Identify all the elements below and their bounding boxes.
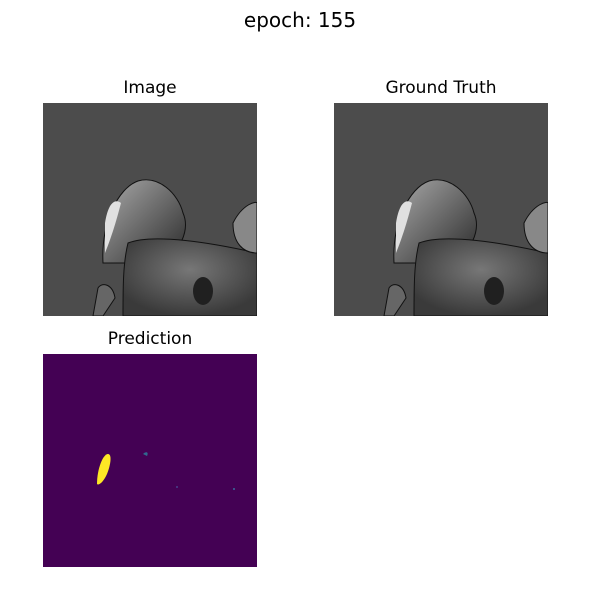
ground-truth-image bbox=[334, 103, 548, 316]
image-panel bbox=[43, 103, 257, 316]
ground-truth-panel-title: Ground Truth bbox=[385, 78, 497, 98]
mri-slice-image bbox=[43, 103, 257, 316]
prediction-panel bbox=[43, 354, 257, 567]
image-panel-title: Image bbox=[123, 78, 177, 98]
prediction-panel-title: Prediction bbox=[107, 329, 193, 349]
figure-title: epoch: 155 bbox=[243, 8, 357, 32]
prediction-mask bbox=[43, 354, 257, 567]
ground-truth-panel bbox=[334, 103, 548, 316]
